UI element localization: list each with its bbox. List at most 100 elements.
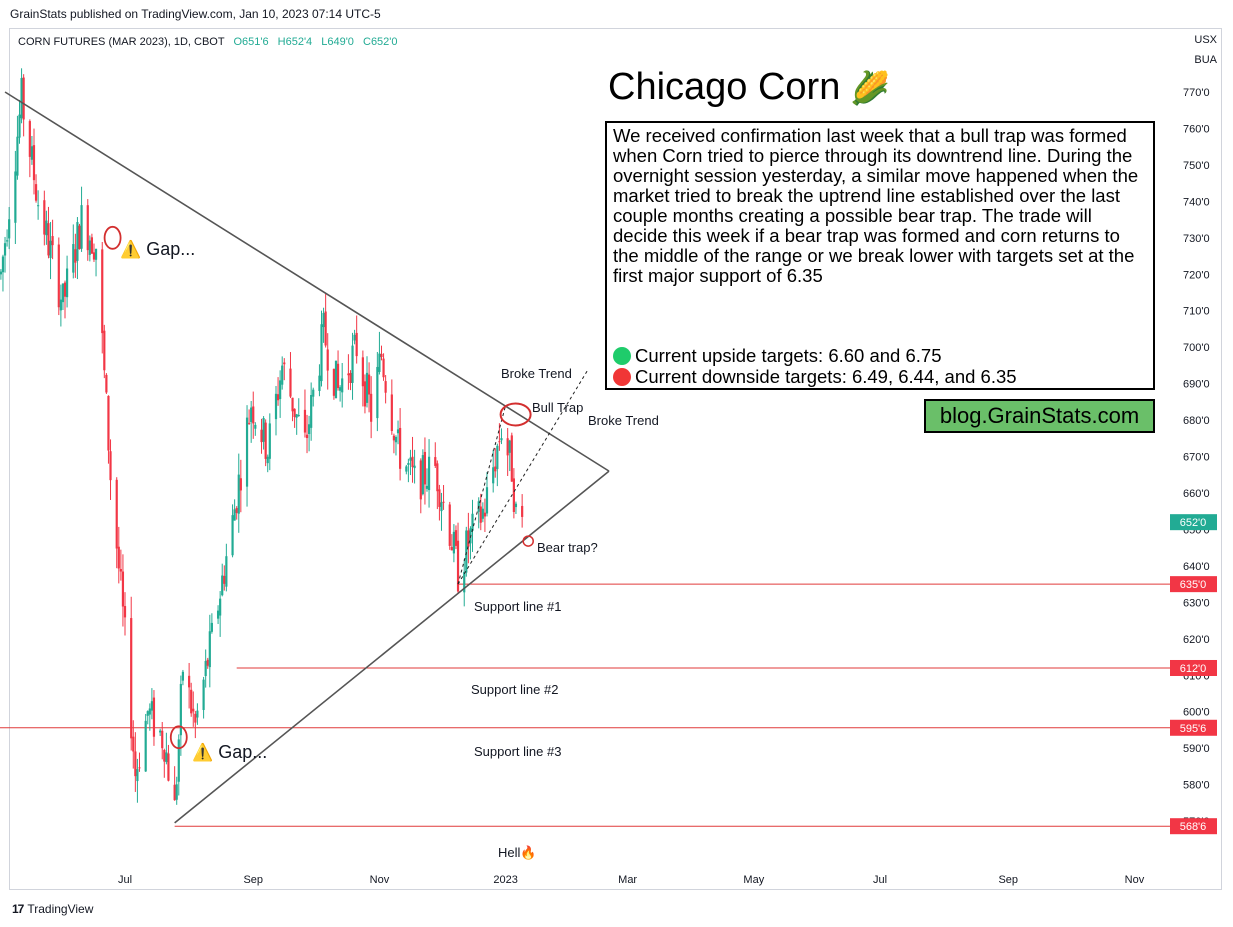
x-tick-label: Mar: [618, 874, 637, 886]
candle-body: [237, 474, 240, 514]
candle-body: [190, 689, 193, 714]
blog-link[interactable]: blog.GrainStats.com: [924, 399, 1155, 433]
candle-body: [22, 77, 25, 120]
candle-body: [463, 571, 466, 593]
ohlc-open: O651'6: [233, 36, 269, 48]
candle-body: [279, 380, 282, 399]
chart-pane[interactable]: [9, 28, 1222, 890]
candle-body: [107, 395, 110, 451]
x-tick-label: 2023: [493, 874, 517, 886]
candle-body: [194, 713, 197, 723]
candle-body: [45, 220, 48, 236]
candle-body: [370, 393, 373, 422]
candle-body: [303, 409, 307, 433]
x-tick-label: Sep: [243, 874, 263, 886]
candle-body: [262, 418, 265, 442]
y-tick-label: 590'0: [1183, 743, 1210, 755]
candle-body: [266, 456, 269, 464]
support-price-label: 635'0: [1180, 579, 1207, 591]
candle-body: [80, 205, 83, 249]
upside-targets-text: Current upside targets: 6.60 and 6.75: [635, 345, 942, 366]
candle-body: [177, 739, 180, 782]
candle-body: [394, 436, 398, 443]
y-tick-label: 670'0: [1183, 452, 1210, 464]
candle-body: [32, 145, 36, 181]
annotation-textbox[interactable]: We received confirmation last week that …: [605, 121, 1155, 390]
red-circle-icon: [613, 368, 631, 386]
candle-body: [264, 422, 267, 459]
candle-body: [57, 244, 60, 308]
candle-body: [210, 622, 213, 632]
candle-body: [90, 237, 94, 254]
candle-body: [318, 375, 321, 391]
ohlc-high: H652'4: [277, 36, 313, 48]
candle-body: [392, 435, 396, 441]
candle-body: [411, 456, 414, 467]
y-tick-label: 760'0: [1183, 123, 1210, 135]
candle-body: [510, 435, 513, 482]
candle-body: [498, 441, 501, 443]
y-tick-label: 640'0: [1183, 561, 1210, 573]
candle-body: [326, 349, 329, 371]
downside-targets-text: Current downside targets: 6.49, 6.44, an…: [635, 366, 1017, 387]
bull-trap-label: Bull Trap: [532, 400, 584, 415]
candle-body: [206, 659, 209, 666]
candle-body: [59, 299, 62, 311]
tv-logo-icon: 17: [12, 902, 24, 916]
trendline-2: [174, 470, 610, 824]
candle-body: [223, 575, 226, 584]
candle-body: [47, 223, 50, 256]
x-tick-label: May: [743, 874, 764, 886]
warning-icon: ⚠️: [192, 743, 214, 762]
candle-body: [367, 374, 371, 395]
candle-body: [78, 225, 81, 250]
candle-body: [134, 751, 137, 777]
hell-label: Hell🔥: [498, 845, 537, 861]
candle-body: [465, 530, 468, 573]
candle-body: [322, 312, 325, 328]
candle-body: [216, 610, 220, 619]
candle-body: [144, 720, 147, 772]
candle-body: [63, 282, 67, 297]
price-tag-bg: [1170, 719, 1217, 736]
candle-body: [355, 332, 358, 357]
candle-body: [109, 451, 112, 481]
candle-body: [136, 769, 139, 782]
candle-body: [413, 465, 416, 469]
y-tick-label: 770'0: [1183, 87, 1210, 99]
candle-body: [250, 407, 253, 423]
candle-body: [123, 606, 127, 618]
candle-body: [334, 360, 338, 399]
candle-body: [423, 451, 427, 485]
x-tick-label: Jul: [873, 874, 887, 886]
candle-body: [297, 414, 300, 416]
candle-body: [159, 730, 162, 733]
candle-body: [361, 357, 364, 387]
tradingview-logo[interactable]: 17 TradingView: [12, 902, 93, 916]
candle-body: [365, 372, 369, 403]
candle-body: [65, 268, 69, 298]
candle-body: [34, 184, 38, 201]
candle-body: [324, 311, 327, 346]
candle-body: [442, 501, 445, 503]
y-tick-label: 750'0: [1183, 160, 1210, 172]
annotation-title-text: Chicago Corn: [608, 66, 841, 108]
fire-icon: 🔥: [520, 845, 537, 860]
candle-body: [378, 353, 381, 372]
y-tick-label: 600'0: [1183, 707, 1210, 719]
candle-body: [405, 466, 408, 472]
candle-body: [1, 256, 5, 273]
last-price-label: 652'0: [1180, 517, 1207, 529]
upside-targets: Current upside targets: 6.60 and 6.75: [613, 346, 941, 366]
candle-body: [165, 752, 168, 763]
candle-body: [152, 697, 156, 737]
ohlc-low: L649'0: [321, 36, 354, 48]
candle-body: [248, 422, 251, 424]
candle-body: [49, 240, 52, 258]
candle-body: [305, 434, 309, 439]
y-tick-label: 680'0: [1183, 415, 1210, 427]
symbol-legend[interactable]: CORN FUTURES (MAR 2023), 1D, CBOT O651'6…: [18, 36, 398, 48]
candle-body: [130, 618, 133, 739]
candle-body: [103, 330, 106, 371]
